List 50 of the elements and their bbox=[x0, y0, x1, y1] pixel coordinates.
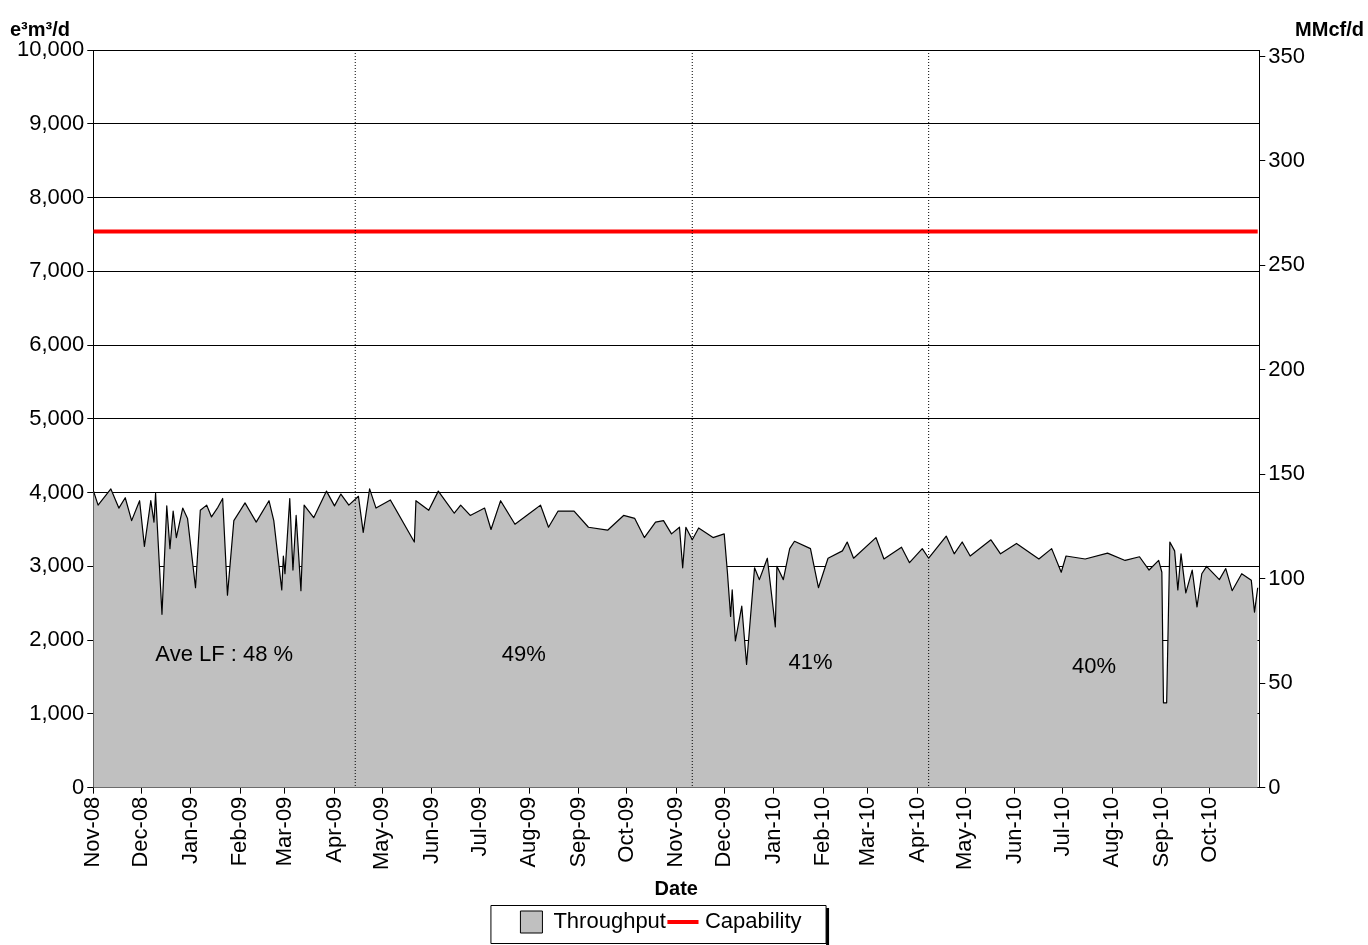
y2-tick-label: 0 bbox=[1268, 773, 1281, 799]
y2-tick-label: 50 bbox=[1268, 669, 1293, 695]
x-tick-label: Nov-09 bbox=[662, 796, 688, 868]
y2-tick-label: 100 bbox=[1268, 564, 1306, 590]
x-tick-label: Feb-10 bbox=[809, 796, 835, 867]
x-tick-label: Jun-10 bbox=[1000, 796, 1026, 864]
x-tick-label: Feb-09 bbox=[226, 796, 252, 867]
x-tick-label: Sep-09 bbox=[564, 796, 590, 868]
y-tick-label: 0 bbox=[72, 773, 85, 799]
annotation: 41% bbox=[788, 648, 833, 674]
y-tick-label: 8,000 bbox=[29, 183, 85, 209]
y-tick-label: 4,000 bbox=[29, 478, 85, 504]
y2-axis-title: MMcf/d bbox=[1295, 18, 1364, 40]
x-tick-label: Oct-10 bbox=[1195, 796, 1221, 863]
x-tick-label: Dec-09 bbox=[710, 796, 736, 868]
y-tick-label: 7,000 bbox=[29, 257, 85, 283]
y2-tick-label: 150 bbox=[1268, 460, 1306, 486]
y2-tick-label: 200 bbox=[1268, 355, 1306, 381]
x-tick-label: Jan-10 bbox=[759, 796, 785, 864]
x-tick-label: Mar-09 bbox=[271, 796, 297, 867]
annotation: 40% bbox=[1071, 653, 1116, 679]
x-axis-title: Date bbox=[654, 876, 698, 899]
y2-tick-label: 350 bbox=[1268, 42, 1306, 68]
annotation: 49% bbox=[501, 640, 546, 666]
x-tick-label: Jul-10 bbox=[1048, 796, 1074, 857]
legend-label: Capability bbox=[704, 908, 802, 934]
x-tick-label: Dec-08 bbox=[127, 796, 153, 868]
x-tick-label: Jun-09 bbox=[417, 796, 443, 864]
y-tick-label: 9,000 bbox=[29, 109, 85, 135]
x-tick-label: Jul-09 bbox=[465, 796, 491, 857]
x-tick-label: Aug-09 bbox=[515, 796, 541, 868]
y-tick-label: 3,000 bbox=[29, 552, 85, 578]
x-tick-label: Jan-09 bbox=[176, 796, 202, 864]
x-tick-label: Sep-10 bbox=[1147, 796, 1173, 868]
y2-tick-label: 300 bbox=[1268, 146, 1306, 172]
y-tick-label: 5,000 bbox=[29, 404, 85, 430]
x-tick-label: May-10 bbox=[951, 796, 977, 870]
y-tick-label: 6,000 bbox=[29, 331, 85, 357]
y-tick-label: 2,000 bbox=[29, 626, 85, 652]
legend-label: Throughput bbox=[553, 908, 666, 934]
x-tick-label: Apr-10 bbox=[903, 796, 929, 863]
x-tick-label: Oct-09 bbox=[612, 796, 638, 863]
y2-tick-label: 250 bbox=[1268, 251, 1306, 277]
x-tick-label: Mar-10 bbox=[854, 796, 880, 867]
y-tick-label: 1,000 bbox=[29, 699, 85, 725]
x-tick-label: Nov-08 bbox=[79, 796, 105, 868]
x-tick-label: Apr-09 bbox=[320, 796, 346, 863]
annotation: Ave LF : 48 % bbox=[155, 640, 294, 666]
x-tick-label: Aug-10 bbox=[1098, 796, 1124, 868]
x-tick-label: May-09 bbox=[368, 796, 394, 870]
